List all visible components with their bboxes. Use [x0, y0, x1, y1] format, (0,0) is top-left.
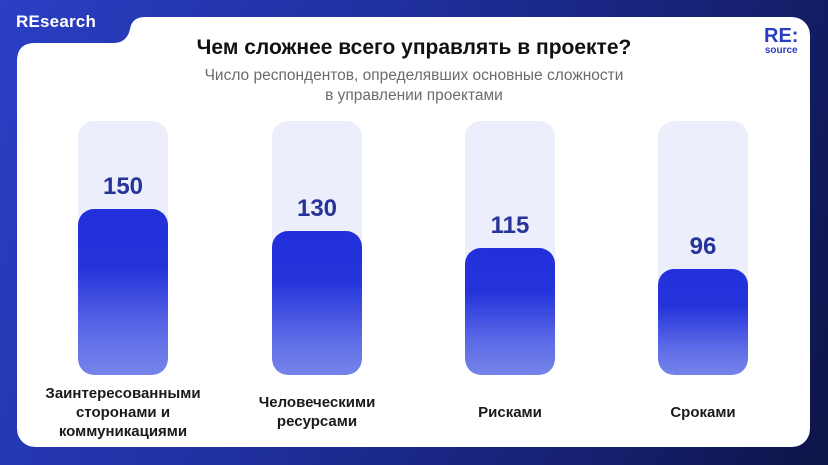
resource-logo: RE: source [764, 26, 798, 56]
chart-title: Чем сложнее всего управлять в проекте? [196, 36, 632, 59]
category-label: Человеческими ресурсами [258, 394, 376, 430]
bar-track [78, 121, 168, 375]
bar-value-label: 130 [296, 195, 338, 222]
bar-value-label: 150 [102, 173, 144, 200]
logo-bottom: source [764, 45, 798, 56]
bar-value-label: 115 [490, 212, 530, 239]
bar-track [272, 121, 362, 375]
category-label: Рисками [478, 404, 542, 421]
bar [658, 269, 748, 375]
bar [78, 209, 168, 375]
brand-tab: REsearch [16, 12, 97, 31]
category-label: Заинтересованными сторонами и коммуникац… [45, 385, 201, 440]
logo-top: RE: [764, 25, 799, 47]
bar [272, 231, 362, 375]
category-label: Сроками [670, 404, 736, 421]
bar-value-label: 96 [689, 233, 717, 260]
bar-track [658, 121, 748, 375]
bar [465, 248, 555, 375]
bar-track [465, 121, 555, 375]
chart-subtitle: Число респондентов, определявших основны… [204, 67, 624, 104]
